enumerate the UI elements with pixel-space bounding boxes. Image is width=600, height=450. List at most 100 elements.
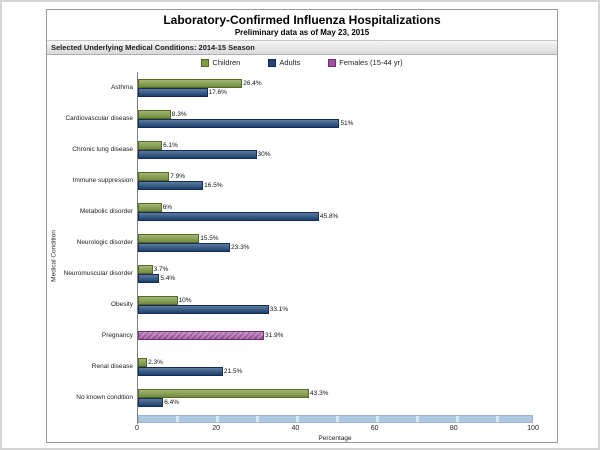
category-label: Asthma (110, 84, 133, 91)
value-label: 10% (178, 296, 192, 304)
bar-group: 7.9% 16.5% (137, 165, 533, 196)
bar-group: 15.5% 23.3% (137, 227, 533, 258)
category-label: Neurologic disorder (76, 239, 133, 246)
bar-children (138, 140, 163, 150)
value-label: 17.6% (208, 88, 227, 96)
chart-frame: Laboratory-Confirmed Influenza Hospitali… (46, 9, 558, 443)
bar-line: 2.3% (138, 357, 533, 367)
x-tick-label: 100 (527, 425, 539, 432)
category-row: Asthma 26.4% 17.6% (61, 72, 533, 103)
x-tick-label: 40 (291, 425, 300, 432)
value-label: 7.9% (170, 172, 186, 180)
value-label: 45.8% (319, 212, 339, 220)
spacer (61, 413, 137, 424)
plot-main: Asthma 26.4% 17.6% Cardiovascular disease 8.… (61, 70, 557, 442)
category-row: Renal disease 2.3% 21.5% (61, 351, 533, 382)
bar-adults (138, 180, 204, 190)
value-label: 2.3% (148, 358, 163, 366)
bar-group: 6% 45.8% (137, 196, 533, 227)
bar-children (138, 202, 162, 212)
legend-item-females: Females (15-44 yr) (328, 58, 403, 67)
bar-line: 10% (138, 295, 533, 305)
value-label: 6% (162, 203, 173, 211)
legend-label: Females (15-44 yr) (339, 58, 403, 67)
bar-line: 23.3% (138, 242, 533, 252)
section-header: Selected Underlying Medical Conditions: … (47, 40, 557, 55)
plot-area: Medical Condition Asthma 26.4% 17.6% Cardio… (47, 70, 557, 442)
category-row: Pregnancy 31.9% (61, 320, 533, 351)
scrollbar-row (61, 413, 533, 424)
females-swatch-icon (328, 58, 337, 67)
adults-swatch-icon (268, 58, 277, 67)
x-axis-title: Percentage (318, 435, 352, 442)
value-label: 3.7% (153, 265, 169, 273)
horizontal-scrollbar[interactable] (138, 415, 533, 423)
category-row: Immune suppression 7.9% 16.5% (61, 165, 533, 196)
y-axis-title-column: Medical Condition (47, 70, 61, 442)
bar-adults (138, 273, 160, 283)
category-row: Cardiovascular disease 8.3% 51% (61, 103, 533, 134)
category-row: Neurologic disorder 15.5% 23.3% (61, 227, 533, 258)
x-ticks-row: 0 20 40 60 80 100 (61, 424, 539, 434)
bar-children (138, 233, 200, 243)
value-label: 15.5% (200, 234, 219, 242)
x-tick-label: 60 (370, 425, 379, 432)
bar-group: 2.3% 21.5% (137, 351, 533, 382)
x-axis-title-row: Percentage (61, 434, 533, 442)
y-axis-title: Medical Condition (50, 230, 58, 282)
bar-children (138, 388, 310, 398)
bar-line: 45.8% (138, 211, 533, 221)
bar-group: 10% 33.1% (137, 289, 533, 320)
category-label: Cardiovascular disease (65, 115, 133, 122)
category-row: Obesity 10% 33.1% (61, 289, 533, 320)
bar-females-15-44-yr (138, 331, 264, 340)
value-label: 6.1% (163, 141, 178, 149)
value-label: 16.5% (204, 181, 223, 189)
bar-adults (138, 149, 257, 159)
bar-adults (138, 118, 340, 128)
bar-line: 30% (138, 149, 533, 159)
bar-line: 31.9% (138, 331, 533, 340)
bar-adults (138, 304, 269, 314)
bar-group: 26.4% 17.6% (137, 72, 533, 103)
bar-children (138, 295, 178, 305)
value-label: 21.5% (223, 367, 243, 375)
legend-item-adults: Adults (268, 58, 300, 67)
value-label: 43.3% (310, 389, 329, 397)
legend-label: Adults (279, 58, 301, 67)
category-row: Metabolic disorder 6% 45.8% (61, 196, 533, 227)
x-tick-label: 80 (449, 425, 458, 432)
category-label: No known condition (76, 394, 133, 401)
bar-line: 6% (138, 202, 533, 212)
legend-item-children: Children (201, 58, 240, 67)
bar-children (138, 357, 148, 367)
chart-subtitle: Preliminary data as of May 23, 2015 (234, 28, 370, 37)
bar-adults (138, 366, 223, 376)
category-label: Obesity (110, 301, 133, 308)
spacer (61, 424, 137, 434)
chart-title: Laboratory-Confirmed Influenza Hospitali… (163, 13, 441, 27)
value-label: 26.4% (243, 79, 262, 87)
bar-adults (138, 397, 164, 407)
value-label: 30% (257, 150, 271, 158)
bar-children (138, 171, 170, 181)
bar-line: 26.4% (138, 78, 533, 88)
bar-children (138, 264, 153, 274)
category-label: Renal disease (91, 363, 133, 370)
category-label: Immune suppression (72, 177, 133, 184)
bar-line: 15.5% (138, 233, 533, 243)
bar-children (138, 78, 243, 88)
bar-line: 3.7% (138, 264, 533, 274)
bar-adults (138, 211, 319, 221)
bar-line: 5.4% (138, 273, 533, 283)
bar-line: 43.3% (138, 388, 533, 398)
category-label: Neuromuscular disorder (63, 270, 133, 277)
value-label: 5.4% (160, 274, 176, 282)
x-tick-label: 20 (212, 425, 221, 432)
category-label: Metabolic disorder (79, 208, 133, 215)
bar-line: 51% (138, 118, 533, 128)
bar-line: 7.9% (138, 171, 533, 181)
x-tick-label: 0 (135, 425, 139, 432)
category-row: Neuromuscular disorder 3.7% 5.4% (61, 258, 533, 289)
category-row: No known condition 43.3% 6.4% (61, 382, 533, 413)
